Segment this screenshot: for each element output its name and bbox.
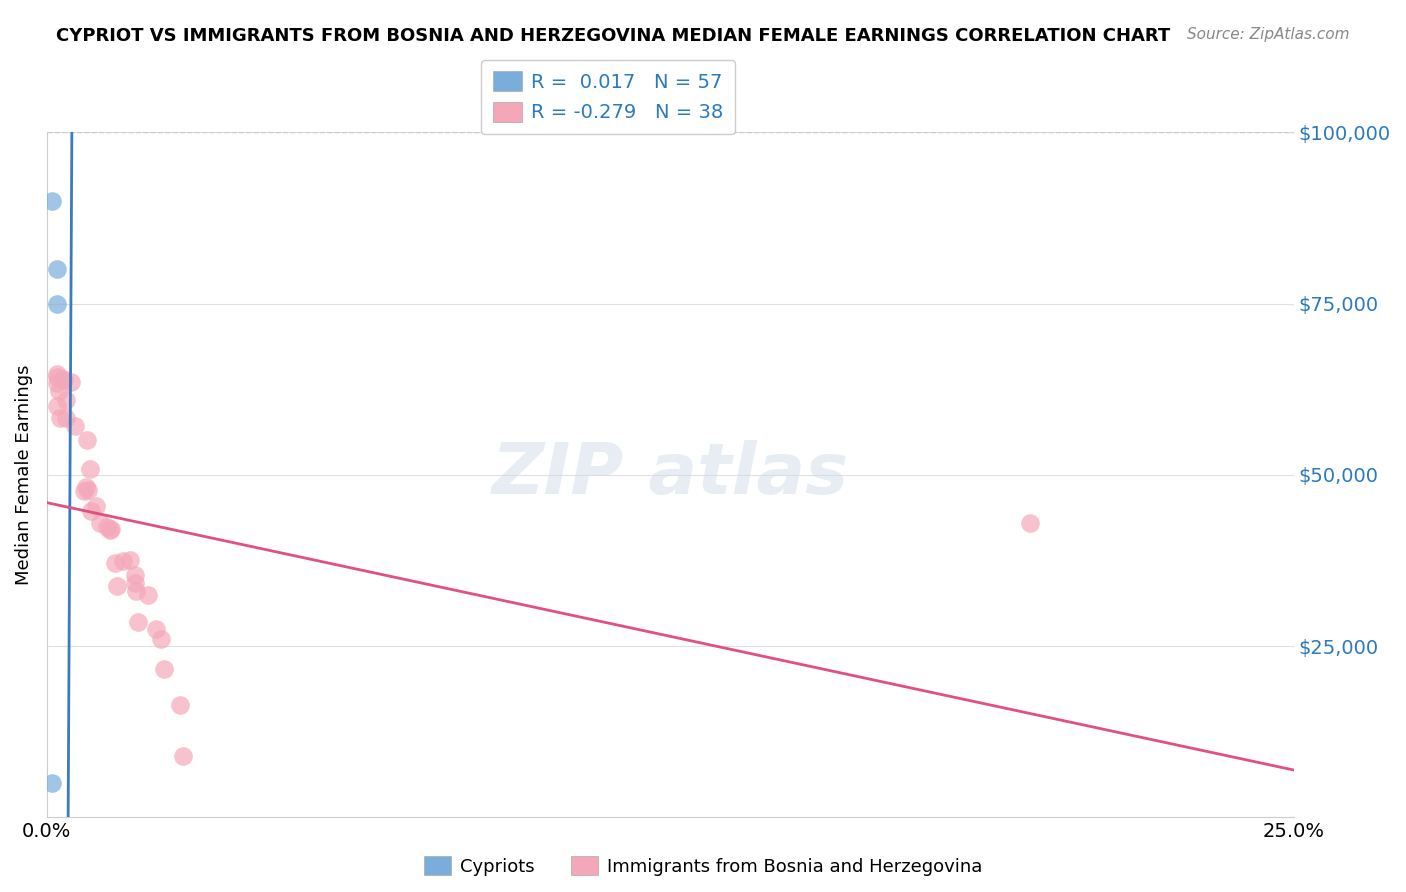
Legend: Cypriots, Immigrants from Bosnia and Herzegovina: Cypriots, Immigrants from Bosnia and Her… [416, 849, 990, 883]
Point [52, 372, 75, 386]
Point [76, 433, 98, 447]
Point [45, 368, 67, 382]
Point [59, 375, 82, 389]
Text: ZIP atlas: ZIP atlas [492, 441, 849, 509]
Point [152, 662, 174, 676]
Point [145, 622, 167, 636]
Point [104, 556, 127, 570]
Text: CYPRIOT VS IMMIGRANTS FROM BOSNIA AND HERZEGOVINA MEDIAN FEMALE EARNINGS CORRELA: CYPRIOT VS IMMIGRANTS FROM BOSNIA AND HE… [56, 27, 1170, 45]
Point [96, 520, 118, 534]
Point [79, 504, 101, 518]
Point [55, 392, 77, 407]
Point [73, 484, 96, 499]
Point [48, 384, 70, 399]
Point [105, 578, 128, 592]
Point [120, 553, 142, 567]
Point [124, 576, 146, 591]
Legend: R =  0.017   N = 57, R = -0.279   N = 38: R = 0.017 N = 57, R = -0.279 N = 38 [481, 60, 735, 134]
Point [45, 296, 67, 310]
Point [79, 462, 101, 476]
Point [45, 262, 67, 277]
Point [77, 483, 100, 497]
Point [45, 370, 67, 384]
Point [49, 410, 72, 425]
Point [75, 480, 97, 494]
Point [55, 411, 77, 425]
Point [84, 499, 107, 513]
Point [53, 373, 76, 387]
Point [41, 194, 63, 208]
Point [41, 776, 63, 790]
Y-axis label: Median Female Earnings: Median Female Earnings [15, 365, 32, 585]
Point [111, 554, 134, 568]
Point [136, 588, 159, 602]
Point [172, 749, 194, 764]
Point [65, 419, 87, 434]
Point [149, 632, 172, 647]
Text: Source: ZipAtlas.com: Source: ZipAtlas.com [1187, 27, 1350, 42]
Point [127, 615, 149, 630]
Point [45, 399, 67, 413]
Point [169, 698, 191, 712]
Point [1018, 516, 1040, 530]
Point [89, 516, 111, 530]
Point [124, 567, 146, 582]
Point [98, 523, 121, 537]
Point [125, 584, 148, 599]
Point [45, 376, 67, 391]
Point [100, 522, 122, 536]
